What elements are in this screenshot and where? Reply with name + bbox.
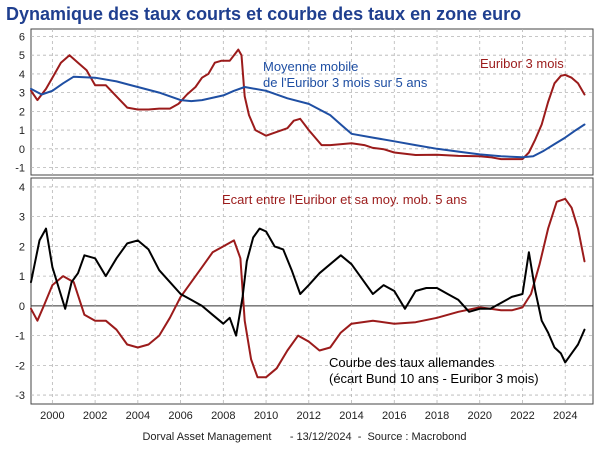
x-tick-label: 2020: [468, 410, 492, 422]
x-tick-label: 2012: [297, 410, 321, 422]
x-tick-label: 2010: [254, 410, 278, 422]
y-tick-label: -2: [15, 360, 25, 372]
annotation-blue-1: Moyenne mobile: [263, 59, 358, 74]
y-tick-label: 3: [19, 88, 25, 100]
annotation-courbe-2: (écart Bund 10 ans - Euribor 3 mois): [329, 371, 539, 386]
annotation-euribor: Euribor 3 mois: [480, 56, 564, 71]
y-tick-label: 5: [19, 50, 25, 62]
series-line-1-0: [30, 197, 586, 379]
panel-bottom: -3 -2 -1 0 1 2 3 4 2000 2002 2004 2006 2008 2010 2012 2…: [15, 177, 594, 422]
plot-frame: [30, 177, 594, 405]
x-tick-label: 2018: [425, 410, 449, 422]
annotation-ecart: Ecart entre l'Euribor et sa moy. mob. 5 …: [222, 192, 468, 207]
x-tick-label: 2006: [168, 410, 192, 422]
y-tick-label: -3: [15, 390, 25, 402]
y-tick-label: 2: [19, 106, 25, 118]
plot-frame: [30, 28, 594, 176]
series-line-1-1: [30, 227, 586, 364]
x-tick-label: 2000: [40, 410, 64, 422]
y-tick-label: 2: [19, 241, 25, 253]
x-tick-label: 2008: [211, 410, 235, 422]
y-tick-label: 1: [19, 271, 25, 283]
y-tick-label: 1: [19, 125, 25, 137]
x-tick-label: 2002: [83, 410, 107, 422]
annotation-courbe-1: Courbe des taux allemandes: [329, 355, 495, 370]
y-tick-label: 3: [19, 212, 25, 224]
y-tick-label: 6: [19, 31, 25, 43]
y-tick-label: -1: [15, 331, 25, 343]
y-tick-label: 0: [19, 301, 25, 313]
x-tick-label: 2004: [126, 410, 150, 422]
source-footer: Dorval Asset Management - 13/12/2024 - S…: [142, 431, 467, 443]
chart-title: Dynamique des taux courts et courbe des …: [6, 4, 522, 24]
annotations: Moyenne mobile de l'Euribor 3 mois sur 5…: [222, 56, 564, 386]
y-tick-label: 4: [19, 182, 25, 194]
x-tick-label: 2024: [553, 410, 577, 422]
x-tick-label: 2022: [510, 410, 534, 422]
y-tick-label: -1: [15, 163, 25, 175]
y-tick-label: 4: [19, 69, 25, 81]
series-line-0-1: [30, 75, 586, 159]
x-tick-label: 2016: [382, 410, 406, 422]
y-tick-label: 0: [19, 144, 25, 156]
x-tick-label: 2014: [339, 410, 363, 422]
annotation-blue-2: de l'Euribor 3 mois sur 5 ans: [263, 75, 428, 90]
panel-top: -1 0 1 2 3 4 5 6: [15, 28, 594, 176]
